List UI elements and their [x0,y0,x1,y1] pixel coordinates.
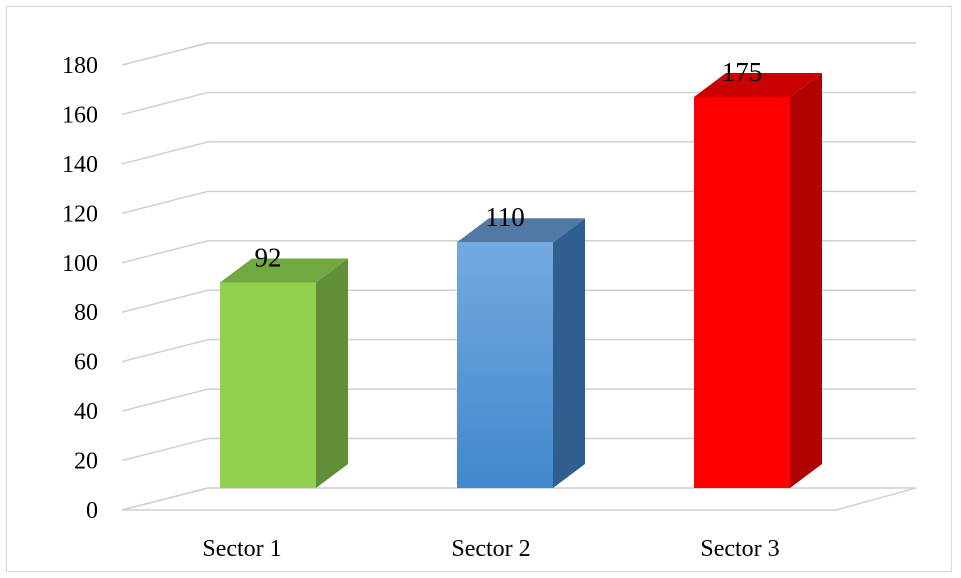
y-tick-label-80: 80 [74,300,98,326]
category-label-1: Sector 1 [202,536,281,562]
bars [220,73,822,488]
y-tick-label-40: 40 [74,399,98,425]
data-label-1: 92 [255,242,282,272]
y-tick-label-180: 180 [62,53,98,79]
data-labels: 92 110 175 [255,57,763,272]
floor-right-edge [835,487,917,511]
bar-front-1 [220,282,316,488]
category-label-2: Sector 2 [451,536,530,562]
gridline-side-100 [121,240,209,264]
bar-side-1 [316,258,348,488]
y-tick-label-160: 160 [62,102,98,128]
gridline-side-0 [121,487,209,511]
y-axis-ticks: 0 20 40 60 80 100 120 140 160 180 [62,53,98,524]
bar-top-2 [457,218,585,243]
gridline-side-80 [121,289,209,313]
gridline-side-120 [121,190,209,215]
gridline-side-40 [121,388,209,412]
bar-top-3 [694,73,822,97]
bar-top-1 [220,258,348,283]
gridline-side-60 [121,338,209,363]
x-axis-categories: Sector 1 Sector 2 Sector 3 [202,536,779,562]
bar-side-3 [790,73,822,488]
y-tick-label-100: 100 [62,251,98,277]
bar-front-3 [694,97,790,488]
gridline-side-160 [121,91,209,116]
gridline-side-20 [121,437,209,462]
y-tick-label-60: 60 [74,350,98,376]
gridline-side-top [121,42,209,66]
y-tick-label-0: 0 [86,498,98,524]
y-tick-label-20: 20 [74,449,98,475]
bar-side-2 [553,218,585,488]
y-tick-label-140: 140 [62,152,98,178]
y-tick-label-120: 120 [62,201,98,227]
category-label-3: Sector 3 [700,536,779,562]
data-label-3: 175 [722,57,763,87]
bar-front-2 [457,242,553,488]
gridline-side-140 [121,141,209,165]
data-label-2: 110 [485,202,525,232]
